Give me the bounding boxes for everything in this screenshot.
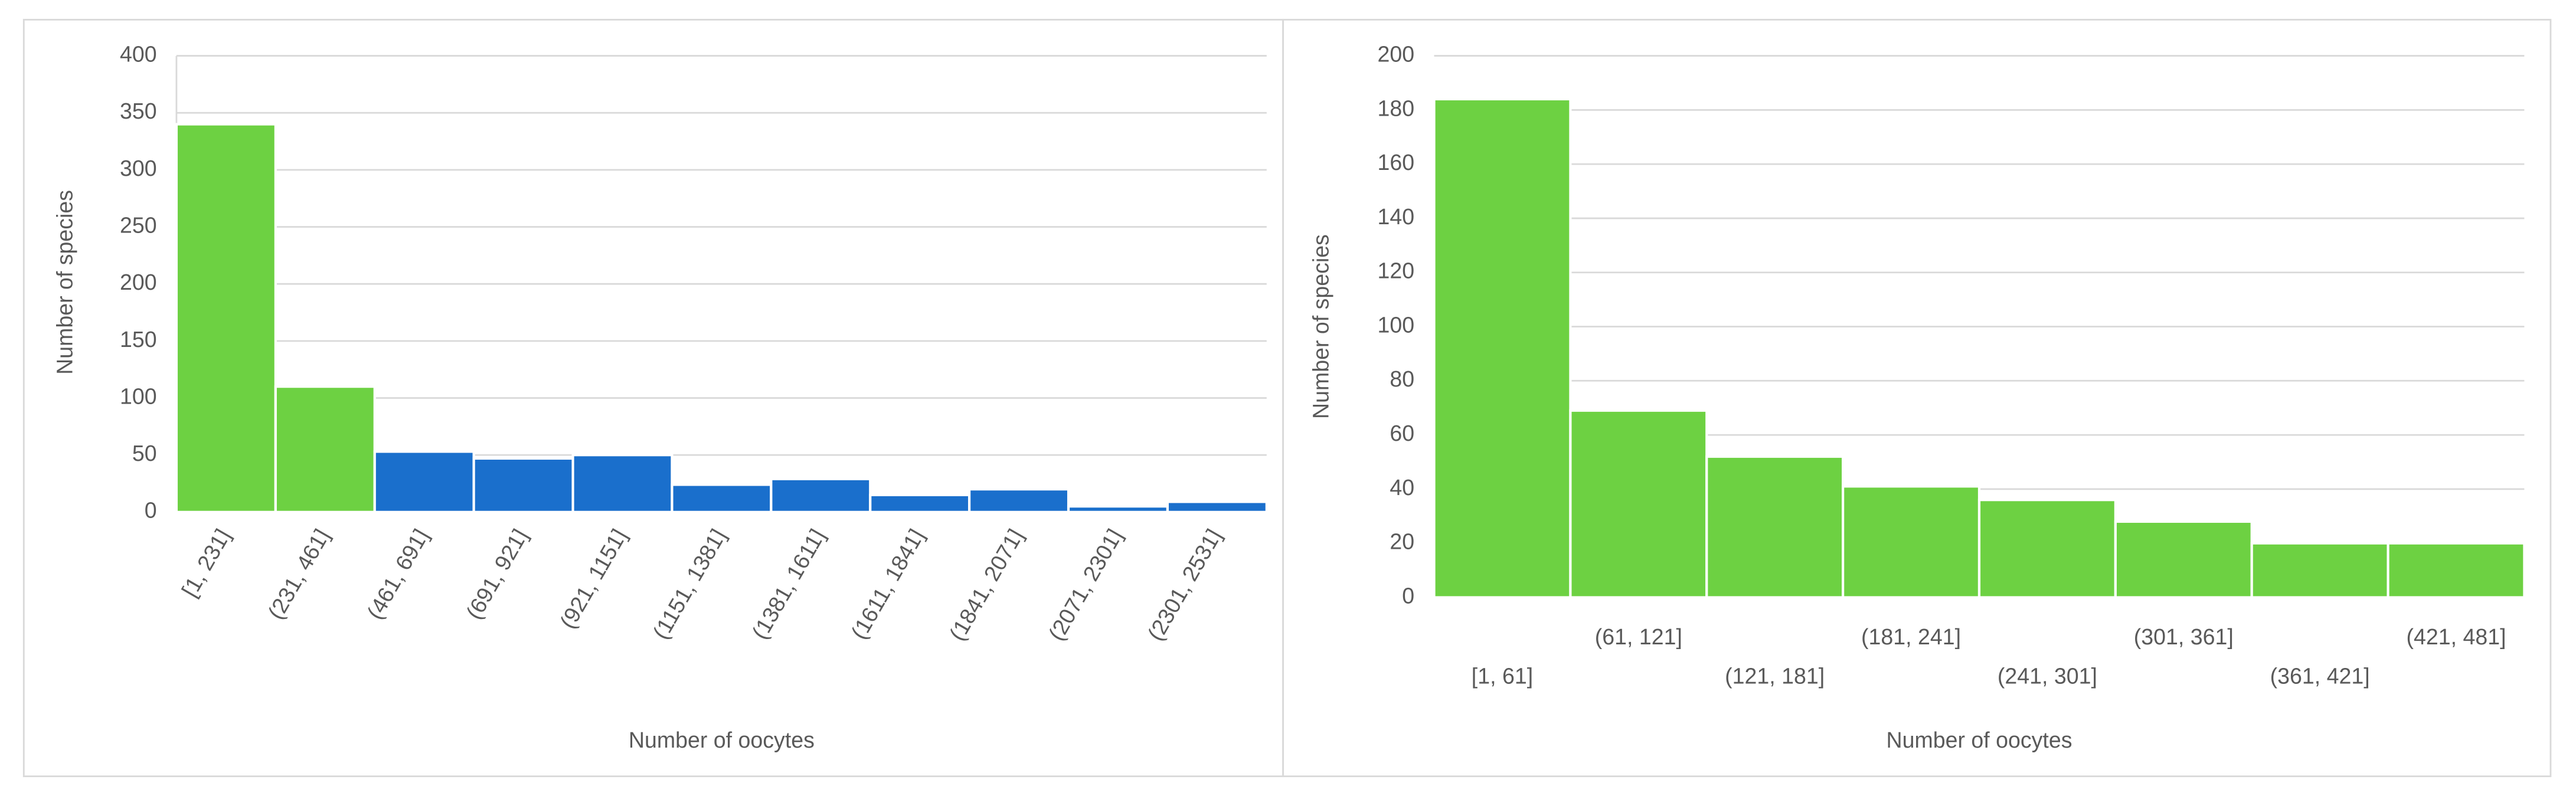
- x-tick-label: (241, 301]: [1998, 664, 2097, 689]
- x-tick-label: (301, 361]: [2134, 624, 2234, 649]
- x-tick-label: (461, 691]: [362, 525, 433, 623]
- y-tick-label: 0: [145, 498, 157, 523]
- bar: [571, 454, 674, 513]
- x-tick-label: (2301, 2531]: [1143, 525, 1227, 645]
- y-tick-label: 160: [1378, 150, 1415, 175]
- y-axis-title: Number of species: [1308, 234, 1333, 419]
- bar: [869, 493, 971, 513]
- x-tick-label: (121, 181]: [1725, 664, 1825, 689]
- y-tick-label: 20: [1390, 529, 1414, 554]
- bar: [1977, 499, 2117, 599]
- bar: [274, 385, 376, 513]
- bar: [2114, 520, 2253, 599]
- x-tick-label: [1, 231]: [176, 525, 235, 601]
- x-tick-label: (921, 1151]: [555, 525, 632, 633]
- y-tick-label: 50: [132, 441, 157, 466]
- x-tick-label: (231, 461]: [263, 525, 334, 623]
- x-axis-title: Number of oocytes: [1886, 728, 2072, 752]
- bar: [1569, 409, 1708, 599]
- y-tick-label: 200: [1378, 41, 1415, 66]
- x-tick-label: (1611, 1841]: [846, 525, 929, 643]
- bar: [472, 457, 574, 513]
- y-tick-label: 100: [120, 384, 157, 408]
- y-tick-label: 250: [120, 212, 157, 237]
- bar: [2250, 542, 2389, 599]
- y-tick-label: 300: [120, 156, 157, 181]
- bar: [1705, 455, 1845, 599]
- y-tick-label: 350: [120, 99, 157, 123]
- y-tick-label: 140: [1378, 204, 1415, 229]
- x-tick-label: (181, 241]: [1861, 624, 1961, 649]
- bar: [1842, 485, 1981, 599]
- y-tick-label: 0: [1402, 583, 1414, 608]
- bar: [1433, 97, 1572, 599]
- y-tick-label: 150: [120, 327, 157, 352]
- y-tick-label: 400: [120, 41, 157, 66]
- x-tick-label: (61, 121]: [1595, 624, 1682, 649]
- bar: [1067, 505, 1169, 513]
- x-tick-label: (691, 921]: [461, 525, 532, 623]
- x-tick-label: [1, 61]: [1472, 664, 1533, 689]
- bar: [671, 483, 773, 513]
- right-panel: [1282, 18, 2552, 778]
- y-tick-label: 120: [1378, 258, 1415, 283]
- y-axis-title: Number of species: [53, 190, 77, 375]
- x-tick-label: (421, 481]: [2406, 624, 2506, 649]
- bar: [770, 477, 872, 513]
- bar: [2387, 542, 2526, 599]
- bar: [373, 450, 475, 513]
- y-tick-label: 180: [1378, 96, 1415, 120]
- bar: [1166, 500, 1268, 513]
- bar: [968, 488, 1070, 513]
- y-tick-label: 60: [1390, 421, 1414, 446]
- bar: [175, 123, 277, 513]
- y-tick-label: 80: [1390, 366, 1414, 391]
- x-tick-label: (361, 421]: [2270, 664, 2370, 689]
- y-tick-label: 200: [120, 270, 157, 294]
- y-tick-label: 40: [1390, 475, 1414, 500]
- x-tick-label: (1841, 2071]: [944, 525, 1028, 645]
- x-axis-title: Number of oocytes: [629, 728, 815, 752]
- x-tick-label: (2071, 2301]: [1044, 525, 1127, 645]
- y-tick-label: 100: [1378, 312, 1415, 337]
- x-tick-label: (1381, 1611]: [747, 525, 829, 643]
- x-tick-label: (1151, 1381]: [648, 525, 731, 643]
